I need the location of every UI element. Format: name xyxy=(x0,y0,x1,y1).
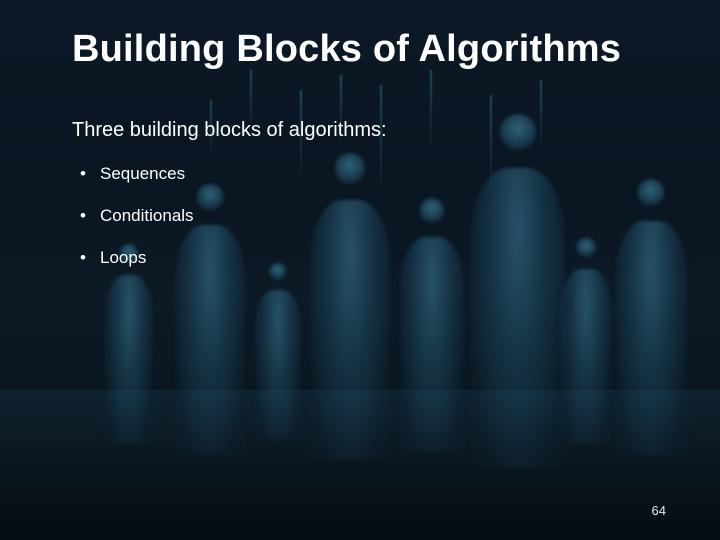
bullet-item: Conditionals xyxy=(76,206,660,226)
bullet-item: Sequences xyxy=(76,164,660,184)
slide-subtitle: Three building blocks of algorithms: xyxy=(72,119,660,142)
bullet-list: Sequences Conditionals Loops xyxy=(72,164,660,268)
page-number: 64 xyxy=(652,503,666,518)
slide-content: Building Blocks of Algorithms Three buil… xyxy=(0,0,720,540)
slide: Building Blocks of Algorithms Three buil… xyxy=(0,0,720,540)
slide-title: Building Blocks of Algorithms xyxy=(72,28,660,71)
bullet-item: Loops xyxy=(76,248,660,268)
